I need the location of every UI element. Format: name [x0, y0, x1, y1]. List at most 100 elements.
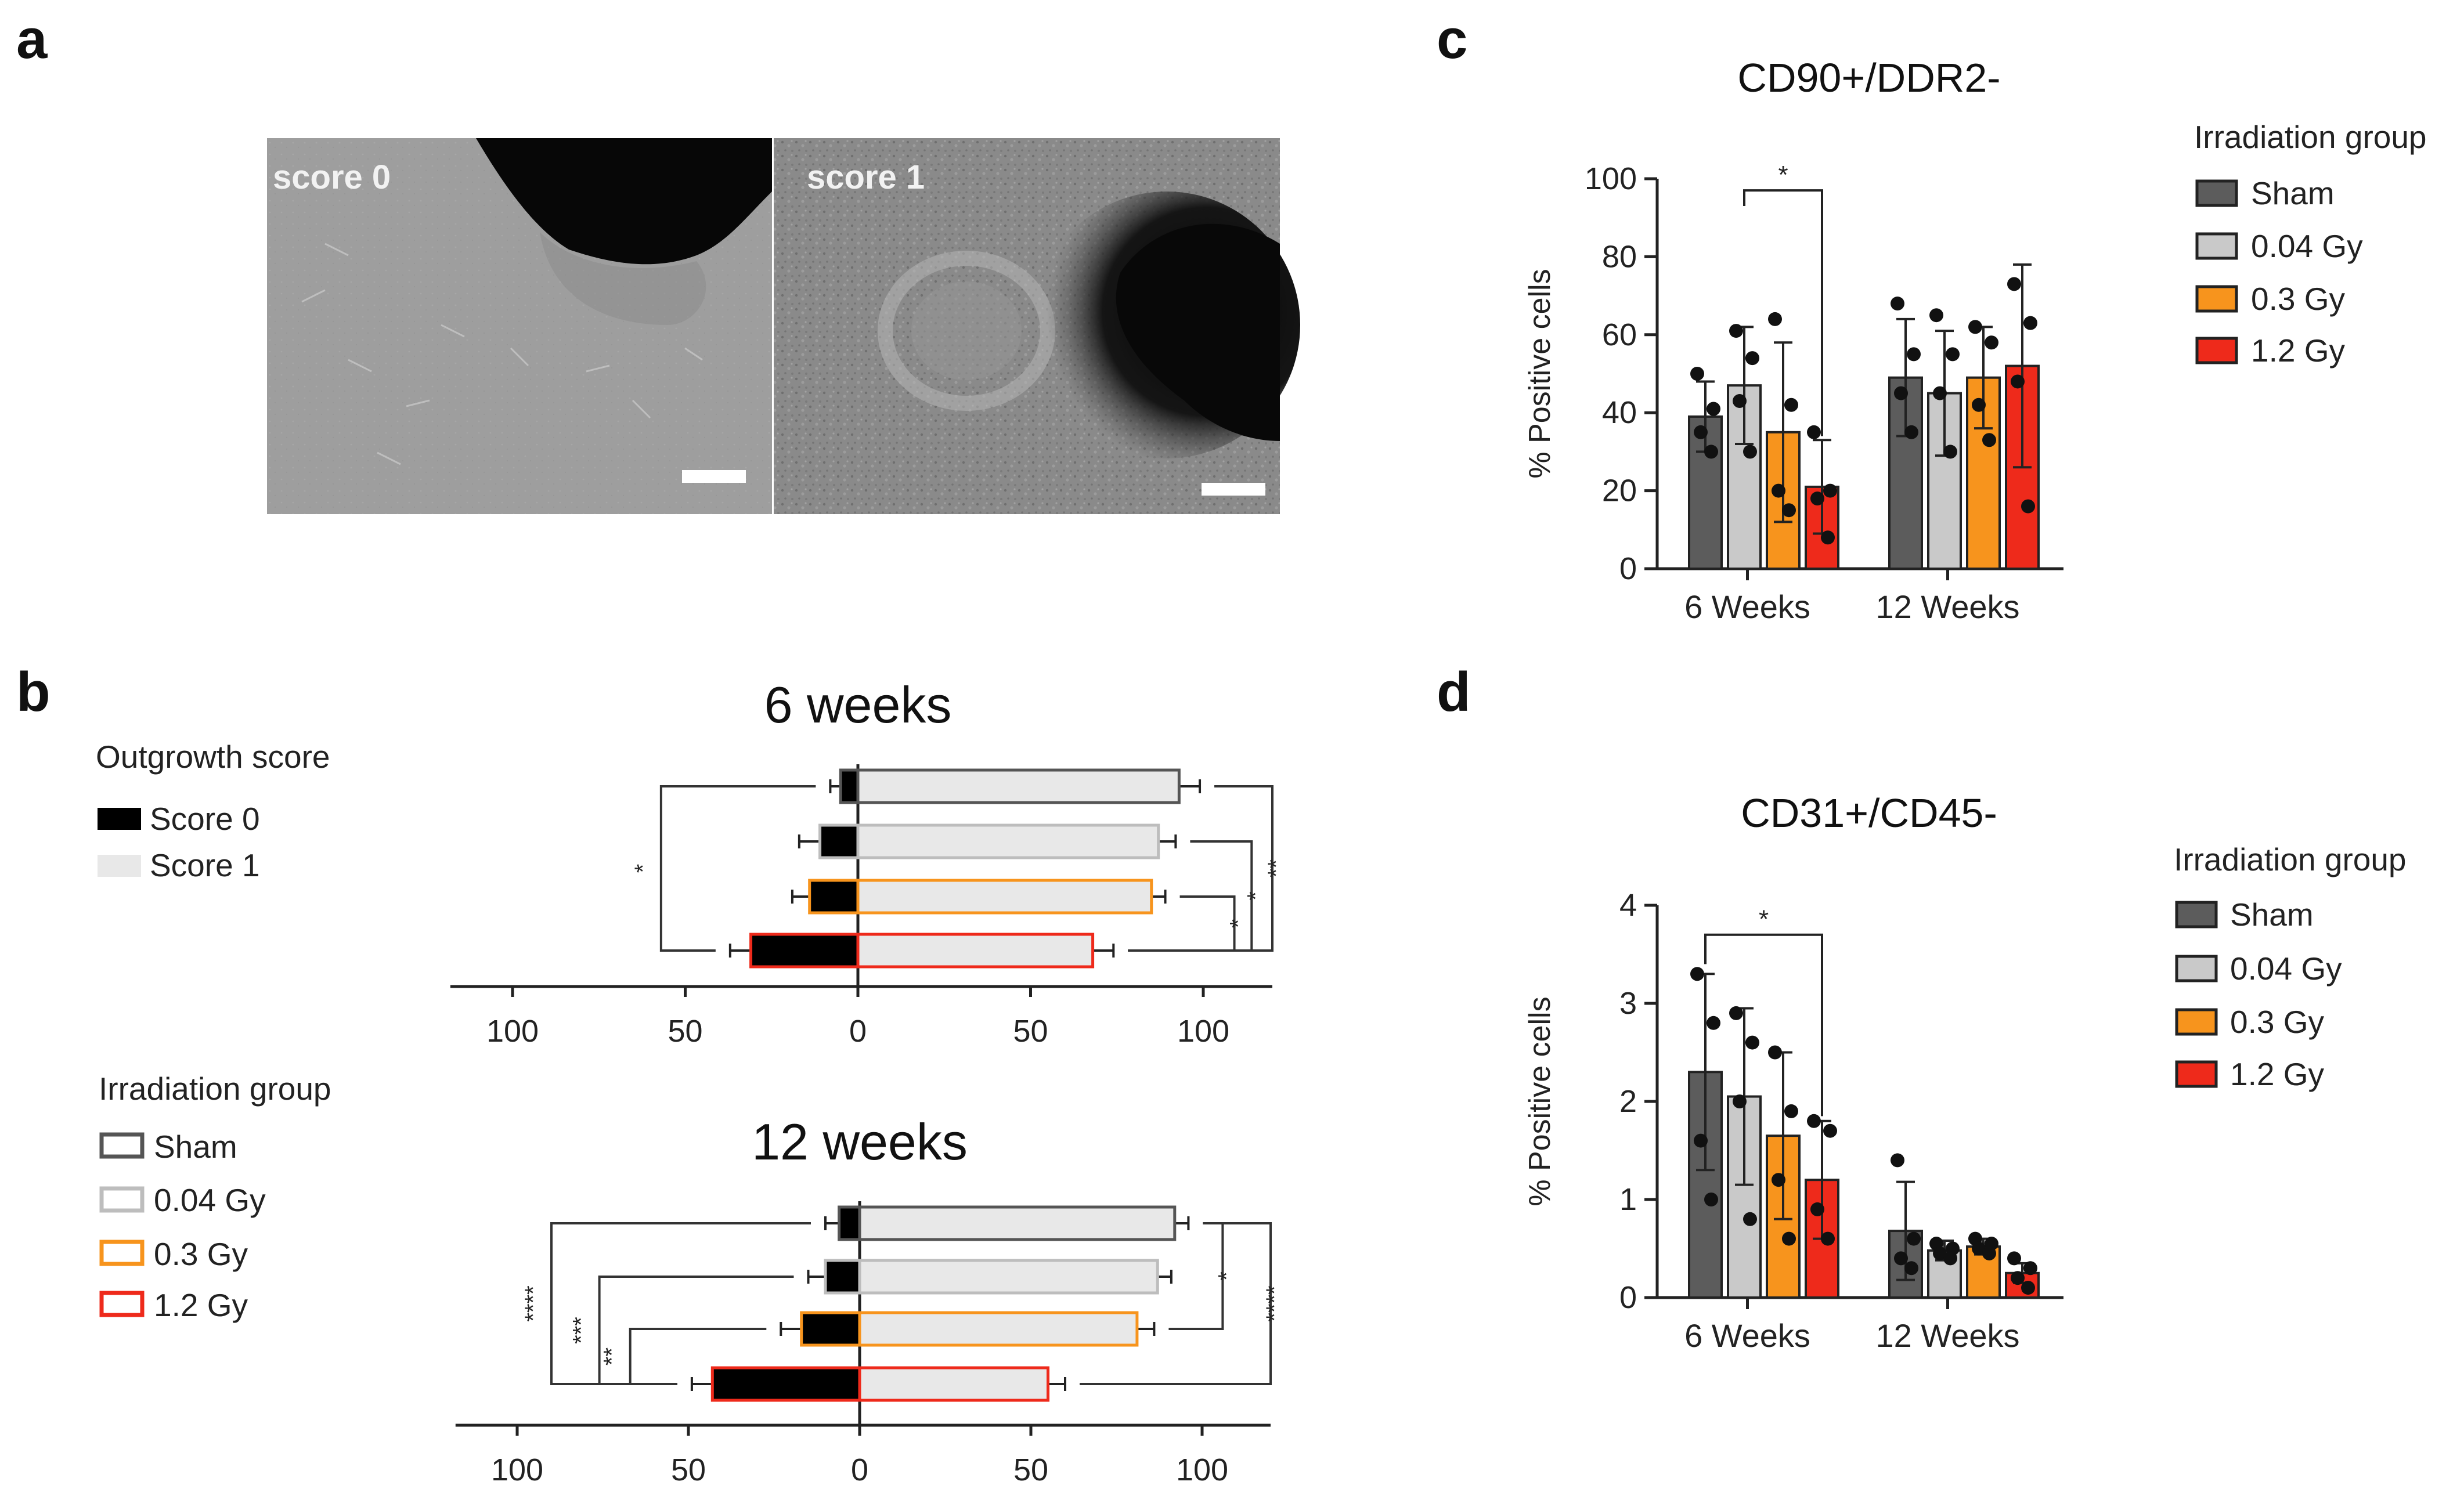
legend-d-12-swatch [2175, 1060, 2218, 1088]
sig-bracket-b6-right-2 [1128, 785, 1274, 952]
data-point-d-03gy-0-1 [1784, 1104, 1798, 1118]
data-point-d-12gy-0-0 [1807, 1114, 1821, 1128]
legend-c-sham-label: Sham [2251, 175, 2335, 211]
panel-letter-b: b [16, 661, 50, 723]
data-point-c-004gy-1-0 [1929, 308, 1943, 323]
data-point-d-12gy-1-3 [2021, 1281, 2035, 1295]
legend-irradiation-c: Irradiation group Sham 0.04 Gy 0.3 Gy 1.… [2194, 119, 2427, 368]
data-point-c-004gy-0-2 [1733, 394, 1747, 409]
data-point-c-sham-0-2 [1694, 425, 1708, 439]
data-point-c-03gy-1-0 [1968, 320, 1982, 334]
legend-b-004-swatch [99, 1186, 145, 1213]
legend-score0-swatch [98, 808, 141, 830]
bar-b6-score1-sham [856, 768, 1181, 804]
data-point-c-03gy-0-1 [1784, 398, 1798, 412]
legend-c-03-swatch [2195, 285, 2238, 313]
y-tick-label-d-3: 3 [1619, 986, 1637, 1021]
bar-b6-score0-03gy [808, 879, 860, 915]
bar-b6-score0-sham [839, 768, 860, 804]
legend-b-sham-label: Sham [154, 1129, 237, 1165]
x-tick-label-c-1: 12 Weeks [1876, 588, 2020, 625]
data-point-c-12gy-0-2 [1810, 492, 1824, 506]
data-point-c-sham-1-2 [1894, 386, 1908, 400]
legend-d-004-swatch [2175, 955, 2218, 982]
panel-letter-d: d [1437, 661, 1471, 723]
bar-b6-score1-004gy [856, 823, 1160, 859]
bar-b12-score1-sham [858, 1205, 1177, 1241]
bar-b12-score1-12gy [858, 1366, 1049, 1402]
data-point-d-12gy-0-3 [1821, 1231, 1835, 1246]
data-point-d-03gy-0-3 [1782, 1231, 1796, 1246]
x-tick-label-d-0: 6 Weeks [1684, 1317, 1810, 1354]
sig-label-b12-left-2: **** [521, 1285, 546, 1321]
data-point-d-004gy-0-0 [1729, 1006, 1743, 1020]
legend-c-12-swatch [2195, 337, 2238, 364]
data-point-c-03gy-1-1 [1985, 335, 1998, 350]
legend-d-sham-swatch [2175, 901, 2218, 928]
legend-score0-label: Score 0 [150, 801, 260, 837]
sig-bracket-b6-left-0 [659, 785, 816, 952]
data-point-c-sham-1-1 [1907, 347, 1921, 362]
data-point-d-sham-1-0 [1891, 1153, 1904, 1168]
micrograph-label-score-1: score 1 [807, 158, 925, 196]
bar-b12-score1-004gy [858, 1259, 1159, 1295]
legend-score1-swatch [98, 855, 141, 877]
micrograph-score-0: score 0 [267, 138, 772, 514]
sig-label-b12-left-1: *** [569, 1317, 594, 1344]
x-tick-label-b12-2: 0 [851, 1453, 868, 1487]
panel-letter-c: c [1437, 8, 1467, 70]
legend-outgrowth-title: Outgrowth score [96, 739, 330, 775]
data-point-d-004gy-0-3 [1743, 1212, 1757, 1226]
sig-bracket-b12-right-1 [1080, 1222, 1272, 1385]
bar-b6-score0-12gy [749, 933, 860, 969]
y-tick-label-d-2: 2 [1619, 1084, 1637, 1119]
legend-c-004-label: 0.04 Gy [2251, 228, 2363, 264]
data-point-d-03gy-0-0 [1768, 1045, 1782, 1060]
legend-b-03-label: 0.3 Gy [154, 1236, 248, 1272]
chart-title-d: CD31+/CD45- [1741, 790, 1997, 836]
sig-label-b6-left-0: * [630, 864, 656, 873]
legend-b-sham-swatch [99, 1132, 145, 1159]
legend-irradiation-b-title: Irradiation group [99, 1071, 331, 1107]
bar-b12-score0-12gy [710, 1366, 861, 1402]
y-tick-label-c-5: 100 [1585, 161, 1637, 196]
micrograph-label-score-0: score 0 [273, 158, 391, 196]
x-tick-label-b12-4: 100 [1176, 1453, 1228, 1487]
legend-c-03-label: 0.3 Gy [2251, 281, 2346, 317]
data-point-c-sham-0-3 [1704, 445, 1718, 459]
x-tick-label-d-1: 12 Weeks [1876, 1317, 2020, 1354]
y-tick-label-d-4: 4 [1619, 888, 1637, 923]
data-point-d-03gy-1-3 [1982, 1246, 1996, 1260]
y-tick-label-c-2: 40 [1602, 395, 1637, 430]
data-point-c-12gy-0-3 [1821, 530, 1835, 545]
data-point-c-03gy-1-3 [1982, 433, 1996, 447]
legend-b-03-swatch [99, 1240, 145, 1266]
legend-d-004-label: 0.04 Gy [2230, 951, 2342, 987]
chart-c-cd90: CD90+/DDR2- % Positive cells 0 20 40 60 80 100 6… [1523, 55, 2063, 625]
data-point-d-004gy-1-3 [1943, 1251, 1957, 1266]
legend-b-12-swatch [99, 1291, 145, 1317]
bar-b12-score0-sham [838, 1205, 861, 1241]
legend-d-title: Irradiation group [2174, 841, 2407, 877]
bar-b6-score1-12gy [856, 933, 1095, 969]
chart-title-b6: 6 weeks [764, 676, 952, 734]
sig-label-b12-left-0: ** [600, 1347, 625, 1365]
data-point-d-004gy-0-1 [1745, 1035, 1759, 1050]
legend-c-sham-swatch [2195, 179, 2238, 207]
x-tick-label-b6-2: 0 [849, 1014, 867, 1049]
data-point-c-03gy-0-3 [1782, 503, 1796, 518]
sig-label-c-0: * [1778, 161, 1788, 189]
x-tick-label-b6-3: 50 [1013, 1014, 1048, 1049]
sig-label-b12-right-1: **** [1262, 1285, 1287, 1321]
sig-bracket-d-0 [1704, 933, 1823, 1117]
panel-letter-a: a [16, 8, 48, 70]
data-point-c-12gy-0-0 [1807, 425, 1821, 439]
data-point-d-12gy-1-2 [2011, 1271, 2025, 1285]
bar-b12-score1-03gy [858, 1311, 1139, 1347]
data-point-c-sham-0-0 [1690, 367, 1704, 381]
data-point-d-004gy-0-2 [1733, 1094, 1747, 1108]
data-point-c-004gy-0-3 [1743, 445, 1757, 459]
chart-title-b12: 12 weeks [752, 1113, 968, 1170]
y-tick-label-c-4: 80 [1602, 239, 1637, 274]
